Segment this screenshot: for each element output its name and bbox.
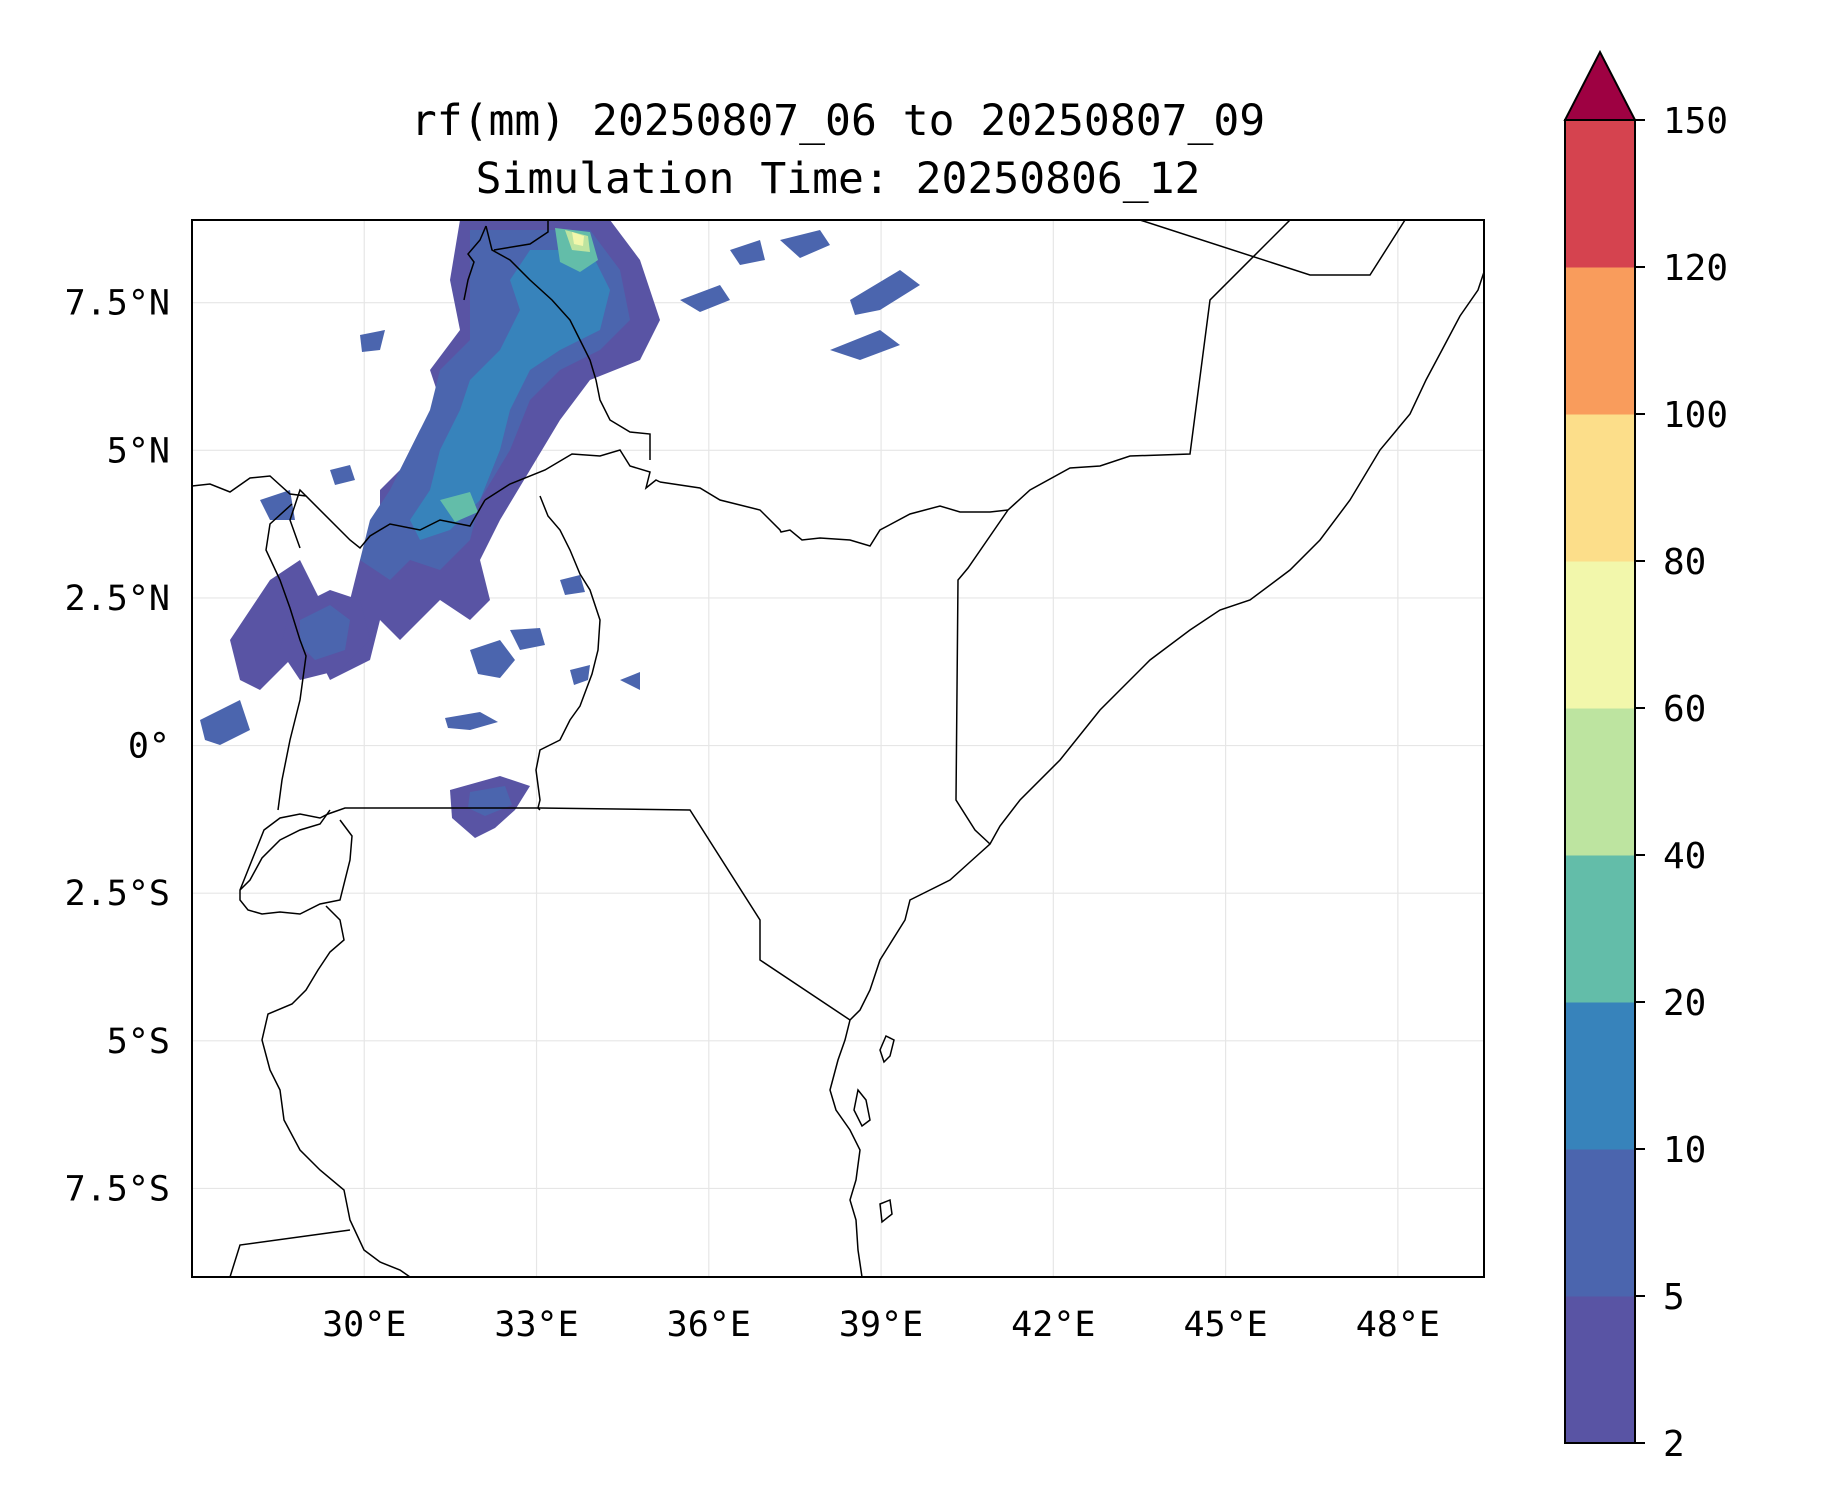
colorbar-segment xyxy=(1565,267,1635,415)
border-line xyxy=(493,220,549,251)
rain-region-level-5 xyxy=(330,465,355,485)
colorbar-segment xyxy=(1565,561,1635,709)
rain-region-level-5 xyxy=(730,240,765,265)
border-line xyxy=(539,807,851,1021)
border-line xyxy=(265,503,307,811)
map-panel xyxy=(191,219,1485,1278)
x-tick-label: 39°E xyxy=(839,1305,923,1345)
border-line xyxy=(535,495,601,811)
y-tick-label: 2.5°S xyxy=(65,874,170,914)
rain-region-level-5 xyxy=(200,700,250,745)
colorbar-tick-label: 10 xyxy=(1663,1130,1706,1171)
rain-region-level-5 xyxy=(470,640,515,678)
border-line xyxy=(955,509,1009,845)
colorbar-segment xyxy=(1565,708,1635,856)
rain-region-level-5 xyxy=(780,230,830,258)
colorbar-frame xyxy=(1564,119,1636,1444)
rain-region-level-5 xyxy=(510,628,545,650)
rain-region-level-5 xyxy=(445,712,498,730)
border-line xyxy=(659,481,1009,547)
rain-region-level-5 xyxy=(300,605,350,660)
colorbar-tick-label: 2 xyxy=(1663,1424,1685,1465)
colorbar-segment xyxy=(1565,855,1635,1003)
gridlines xyxy=(192,220,1484,1277)
rain-region-level-5 xyxy=(570,665,590,685)
rainfall-field xyxy=(200,220,920,838)
border-line xyxy=(1139,220,1406,276)
border-line xyxy=(1007,220,1292,511)
island-outline xyxy=(853,1088,871,1128)
rain-region-level-5 xyxy=(680,285,730,312)
colorbar-tick-label: 60 xyxy=(1663,689,1706,730)
y-tick-label: 5°N xyxy=(107,431,170,471)
rain-region-level-5 xyxy=(830,330,900,360)
colorbar-segment xyxy=(1565,414,1635,562)
y-tick-label: 0° xyxy=(128,727,170,767)
colorbar-tick-label: 120 xyxy=(1663,248,1728,289)
colorbar-tick-label: 80 xyxy=(1663,542,1706,583)
y-tick-label: 7.5°S xyxy=(65,1169,170,1209)
map-background xyxy=(192,220,1484,1277)
y-axis-ticks: 7.5°N 5°N 2.5°N 0° 2.5°S 5°S 7.5°S xyxy=(65,284,170,1210)
rain-region-level-5 xyxy=(620,672,640,690)
rain-region-level-5 xyxy=(850,270,920,315)
country-borders xyxy=(192,220,1484,1277)
colorbar-extend-arrow xyxy=(1563,49,1637,121)
colorbar-tick-label: 100 xyxy=(1663,395,1728,436)
rain-region-level-20 xyxy=(440,492,478,522)
colorbar-segment xyxy=(1565,1002,1635,1150)
x-tick-label: 42°E xyxy=(1011,1305,1095,1345)
x-tick-label: 48°E xyxy=(1356,1305,1440,1345)
island-outline xyxy=(879,1034,895,1064)
y-tick-label: 2.5°N xyxy=(65,579,170,619)
border-line xyxy=(289,488,307,549)
colorbar-tick-label: 20 xyxy=(1663,983,1706,1024)
y-tick-label: 5°S xyxy=(107,1022,170,1062)
x-tick-label: 30°E xyxy=(322,1305,406,1345)
colorbar: 2 5 10 20 40 60 80 100 120 150 xyxy=(1563,49,1728,1465)
x-tick-label: 36°E xyxy=(667,1305,751,1345)
colorbar-tick-label: 40 xyxy=(1663,836,1706,877)
map-frame xyxy=(191,219,1485,1278)
island-outline xyxy=(879,1198,893,1224)
border-line xyxy=(239,807,540,915)
border-line xyxy=(485,225,651,460)
rain-region-level-5 xyxy=(260,490,295,520)
plot-title-line1: rf(mm) 20250807_06 to 20250807_09 xyxy=(411,96,1265,146)
x-tick-label: 45°E xyxy=(1183,1305,1267,1345)
border-line xyxy=(229,1229,351,1277)
rain-region-level-5 xyxy=(560,575,585,595)
x-axis-ticks: 30°E 33°E 36°E 39°E 42°E 45°E 48°E xyxy=(322,1305,1440,1345)
rain-region-level-10 xyxy=(410,250,610,540)
x-tick-label: 33°E xyxy=(494,1305,578,1345)
border-line xyxy=(239,809,331,891)
rain-region-level-60 xyxy=(572,232,584,246)
border-line xyxy=(829,1019,863,1277)
plot-title-line2: Simulation Time: 20250806_12 xyxy=(476,154,1201,204)
colorbar-segment xyxy=(1565,120,1635,268)
border-line xyxy=(192,475,486,550)
colorbar-tick-label: 150 xyxy=(1663,101,1728,142)
border-line xyxy=(463,225,487,301)
rain-region-level-5 xyxy=(360,330,385,352)
colorbar-segment xyxy=(1565,1296,1635,1444)
border-line xyxy=(484,449,661,501)
colorbar-segment xyxy=(1565,1149,1635,1297)
y-tick-label: 7.5°N xyxy=(65,284,170,324)
border-line xyxy=(849,271,1484,1021)
border-line xyxy=(261,905,411,1277)
colorbar-tick-label: 5 xyxy=(1663,1277,1685,1318)
